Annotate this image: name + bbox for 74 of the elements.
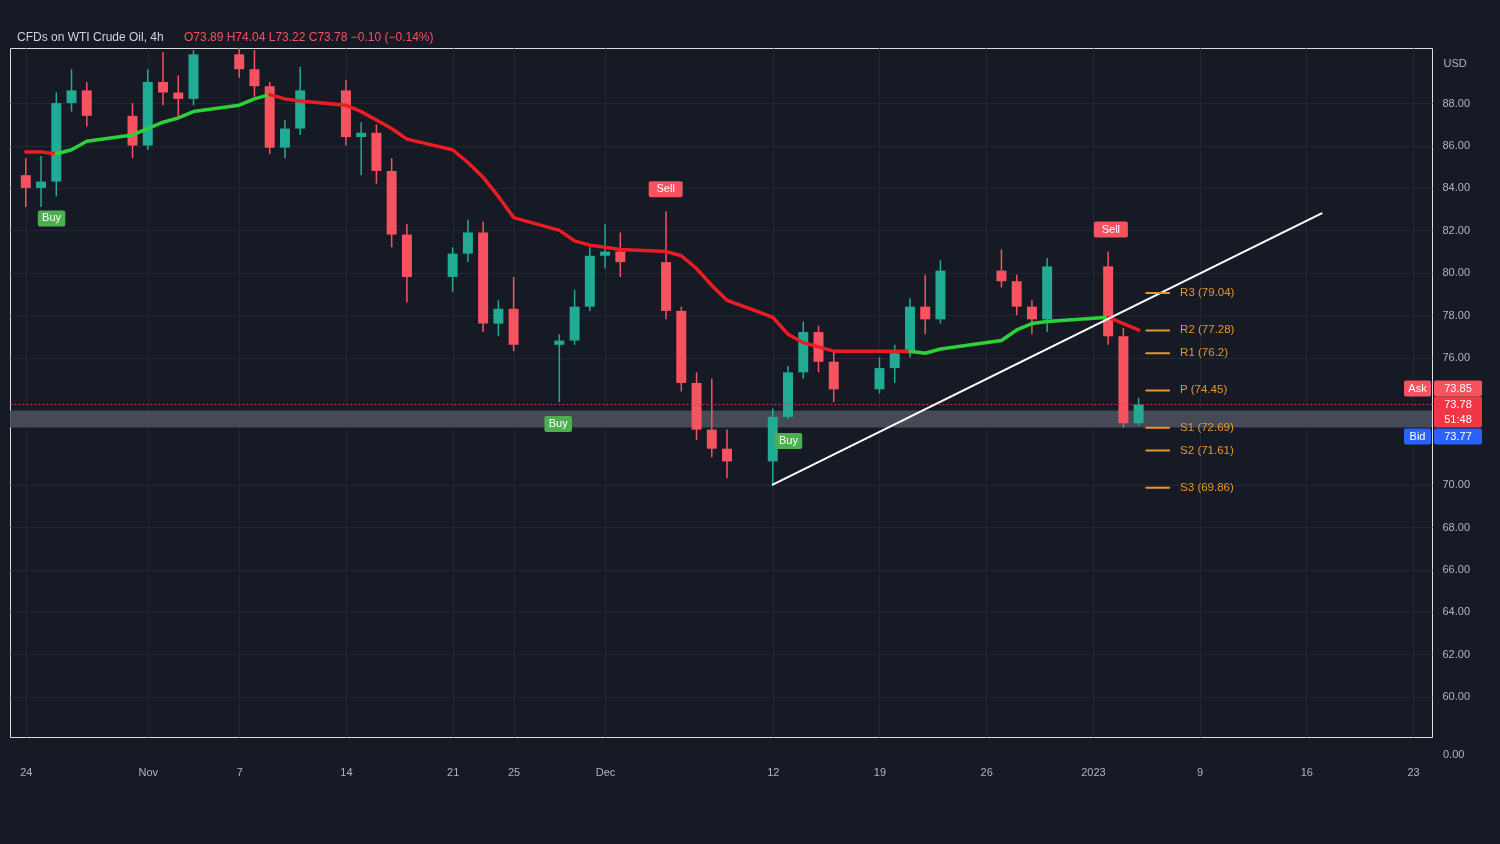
chart-title: CFDs on WTI Crude Oil, 4h — [17, 30, 164, 44]
annotation: Buy — [548, 417, 569, 430]
candlestick — [615, 231, 626, 278]
x-tick-label: 7 — [236, 765, 243, 778]
candlestick — [600, 223, 611, 270]
series-label: R1 (76.2) — [1180, 346, 1229, 359]
candlestick — [996, 248, 1007, 289]
candlestick — [1133, 397, 1144, 427]
ref-line-label: 73.78 — [1444, 397, 1472, 410]
series-label: R3 (79.04) — [1180, 286, 1235, 299]
candlestick — [722, 428, 733, 480]
text: 0.00 — [1443, 748, 1465, 760]
candlestick — [874, 356, 885, 395]
candlestick — [889, 344, 900, 384]
x-tick-label: 19 — [873, 765, 887, 778]
line-series — [908, 315, 1110, 356]
y-tick-label: 68.00 — [1442, 520, 1471, 533]
candlestick — [173, 74, 184, 117]
text: 73.85 — [1444, 381, 1472, 394]
x-tick-label: 21 — [447, 765, 460, 778]
candlestick — [249, 49, 260, 98]
y-tick-label: 76.00 — [1442, 351, 1471, 364]
y-tick-label: 88.00 — [1442, 96, 1471, 109]
y-tick-label: 70.00 — [1442, 478, 1471, 491]
candlestick — [66, 68, 77, 113]
annotation: Buy — [779, 434, 799, 446]
text: 51:48 — [1444, 412, 1472, 425]
line-series — [54, 92, 272, 156]
annotation: Buy — [42, 211, 62, 224]
text: 73.77 — [1444, 429, 1472, 442]
x-tick-label: Dec — [595, 765, 616, 778]
chart-subtitle: O73.89 H74.04 L73.22 C73.78 −0.10 (−0.14%) — [184, 30, 434, 44]
y-tick-label: 80.00 — [1442, 266, 1471, 279]
annotation: Sell — [1101, 222, 1121, 235]
y-tick-label: 84.00 — [1442, 181, 1471, 194]
candlestick — [20, 157, 31, 208]
candlestick — [36, 155, 47, 208]
candlestick — [447, 246, 458, 293]
y-tick-label: 64.00 — [1442, 605, 1471, 618]
y-tick-label: 86.00 — [1442, 139, 1471, 152]
y-tick-label: 62.00 — [1442, 647, 1471, 660]
x-tick-label: 23 — [1407, 765, 1420, 778]
y-tick-label: 78.00 — [1442, 308, 1471, 321]
series-label: S3 (69.86) — [1180, 480, 1234, 493]
y-tick-label: 82.00 — [1442, 223, 1471, 236]
candlestick — [920, 274, 931, 335]
x-tick-label: 2023 — [1081, 765, 1106, 778]
series-label: P (74.45) — [1180, 383, 1228, 396]
y-tick-label: 66.00 — [1442, 563, 1471, 576]
y-tick-label: 60.00 — [1442, 690, 1471, 703]
candlestick — [706, 377, 717, 458]
x-tick-label: 14 — [340, 765, 353, 778]
x-tick-label: 26 — [980, 765, 993, 778]
candlestick — [279, 119, 290, 159]
candlestick — [356, 121, 367, 176]
series-label: S1 (72.69) — [1180, 420, 1234, 433]
annotation: Sell — [656, 182, 675, 195]
x-tick-label: Nov — [138, 765, 159, 778]
annotation: Bid — [1409, 429, 1426, 442]
candlestick — [462, 218, 473, 263]
x-tick-label: 25 — [507, 765, 521, 778]
x-tick-label: 9 — [1197, 765, 1204, 778]
x-tick-label: 24 — [20, 765, 33, 778]
annotation: Ask — [1408, 381, 1428, 394]
x-tick-label: 12 — [767, 765, 780, 778]
candlestick — [1026, 299, 1037, 335]
series-label: R2 (77.28) — [1180, 323, 1235, 336]
series-label: S2 (71.61) — [1180, 443, 1234, 456]
y-axis-title: USD — [1443, 56, 1467, 69]
candlestick — [158, 51, 168, 106]
candlestick — [493, 299, 504, 338]
candlestick — [554, 333, 565, 403]
x-tick-label: 16 — [1300, 765, 1313, 778]
candlestick — [234, 47, 245, 79]
